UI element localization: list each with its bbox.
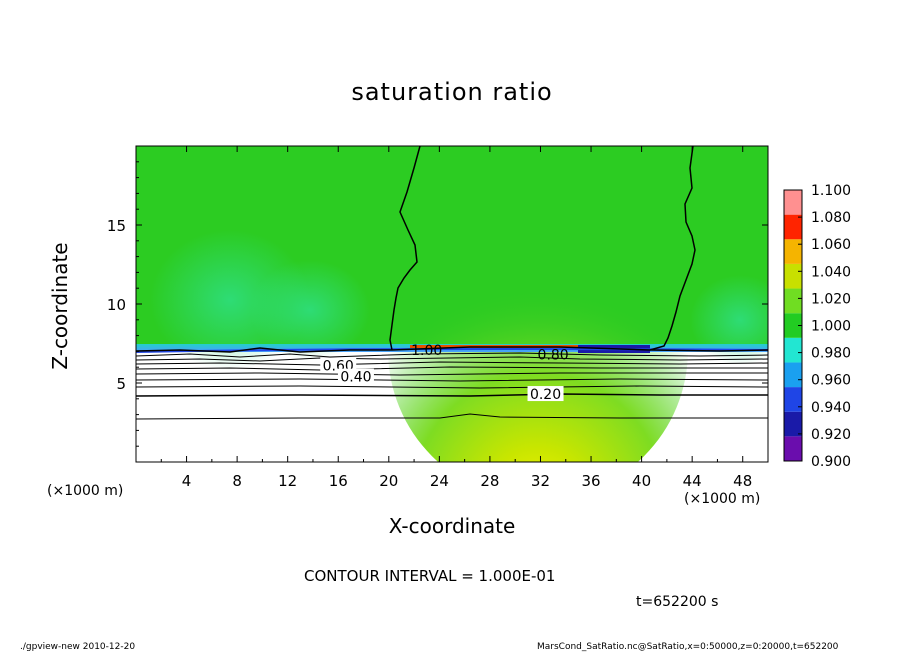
contour-labels: 1.00 0.800.600.400.20 <box>320 343 569 403</box>
contour-line-0-10 <box>136 413 768 420</box>
colorbar-swatch <box>784 239 802 264</box>
contour-line-0-50 <box>136 372 768 376</box>
colorbar-swatch <box>784 288 802 314</box>
contour-lines <box>136 146 768 420</box>
contour-line-0-20 <box>136 393 768 397</box>
colorbar-label: 1.080 <box>811 210 851 226</box>
x-axis-label: X-coordinate <box>388 514 516 538</box>
x-tick-label: 36 <box>581 472 600 490</box>
colorbar-swatch <box>784 214 802 240</box>
contour-line-0-30 <box>136 385 768 389</box>
contour-line-1-00-base <box>136 346 768 353</box>
footer-data-source: MarsCond_SatRatio.nc@SatRatio,x=0:50000,… <box>537 642 839 652</box>
colorbar-swatch <box>784 190 802 215</box>
time-stamp-label: t=652200 s <box>636 594 719 610</box>
contour-label-bg <box>337 368 374 384</box>
colorbar-label: 0.920 <box>811 427 851 443</box>
contour-line-0-60 <box>136 366 768 371</box>
y-tick-label: 10 <box>107 296 126 314</box>
contour-line-0-70 <box>136 361 768 366</box>
colorbar-swatch <box>784 362 802 388</box>
footer-program-date: ./gpview-new 2010-12-20 <box>20 642 136 652</box>
colorbar-label: 0.940 <box>811 400 851 416</box>
contour-line-1-00-right <box>649 146 696 351</box>
contour-label: 0.20 <box>530 387 561 403</box>
x-tick-label: 32 <box>531 472 550 490</box>
field-pale-patch-right <box>690 275 768 365</box>
x-tick-label: 8 <box>232 472 242 490</box>
colorbar: 0.900 0.920 0.940 0.960 0.980 1.000 1.020 1.040… <box>783 183 851 470</box>
colorbar-swatch <box>784 337 802 363</box>
x-tick-label: 20 <box>379 472 398 490</box>
contour-line-1-00-left <box>389 146 421 351</box>
colorbar-label: 0.960 <box>811 373 851 389</box>
colorbar-swatch <box>784 411 802 437</box>
colorbar-swatch <box>784 436 802 461</box>
x-tick-label: 12 <box>278 472 297 490</box>
colorbar-swatch <box>784 387 802 412</box>
contour-line-0-40 <box>136 378 768 382</box>
contour-interval-note: CONTOUR INTERVAL = 1.000E-01 <box>304 567 556 585</box>
x-tick-label: 40 <box>632 472 651 490</box>
x-tick-label: 44 <box>683 472 702 490</box>
colorbar-label: 1.000 <box>811 319 851 335</box>
x-axis-ticks: 4 8 12 16 20 24 28 32 36 40 44 48 <box>160 146 752 490</box>
x-unit-label-left: (×1000 m) <box>47 483 124 499</box>
contour-label: 0.80 <box>538 348 569 364</box>
x-tick-label: 48 <box>733 472 752 490</box>
colorbar-label: 0.900 <box>811 454 851 470</box>
y-axis-ticks: 5 10 15 <box>107 161 768 447</box>
contour-label: 1.00 <box>411 343 442 359</box>
colorbar-label: 0.980 <box>811 346 851 362</box>
field-pale-patch-mid <box>250 260 370 360</box>
x-tick-label: 16 <box>329 472 348 490</box>
colorbar-label: 1.100 <box>811 183 851 199</box>
contour-line-0-90 <box>136 352 768 358</box>
chart-title: saturation ratio <box>351 78 553 106</box>
x-tick-label: 4 <box>182 472 192 490</box>
colorbar-label: 1.060 <box>811 237 851 253</box>
colorbar-swatch <box>784 263 802 289</box>
contour-label: 0.40 <box>340 370 371 386</box>
x-tick-label: 28 <box>480 472 499 490</box>
contour-line-0-80 <box>136 356 768 362</box>
colorbar-swatch <box>784 313 802 338</box>
field-shading: 1.00 0.800.600.400.20 <box>136 146 768 462</box>
y-tick-label: 5 <box>116 375 126 393</box>
colorbar-label: 1.020 <box>811 291 851 307</box>
y-tick-label: 15 <box>107 217 126 235</box>
x-unit-label-right: (×1000 m) <box>684 491 761 507</box>
contour-label-bg <box>527 386 564 402</box>
colorbar-label: 1.040 <box>811 264 851 280</box>
x-tick-label: 24 <box>430 472 449 490</box>
